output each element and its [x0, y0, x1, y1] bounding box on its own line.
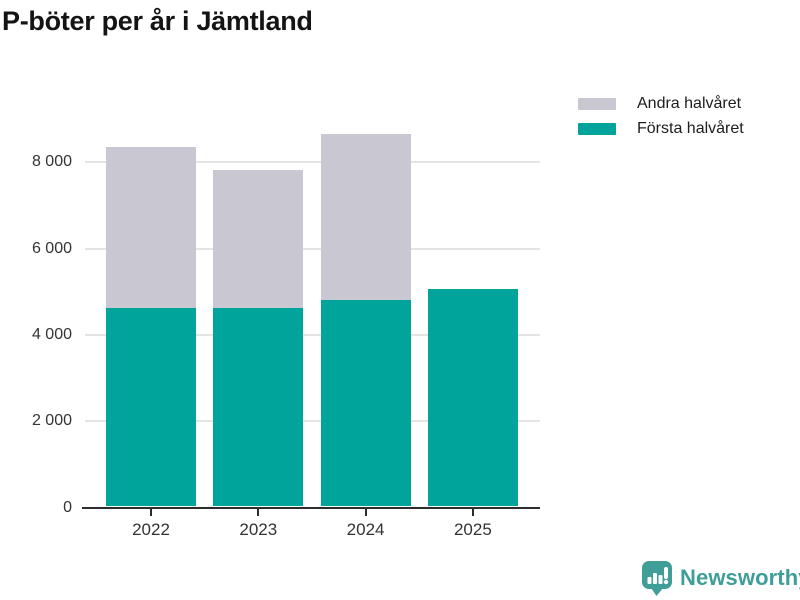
- gridline-2000: [85, 420, 540, 423]
- y-axis-tick-label: 4 000: [31, 325, 72, 343]
- x-axis-label-2022: 2022: [132, 520, 170, 539]
- y-axis-tick-label: 0: [63, 498, 72, 516]
- gridline-4000: [85, 333, 540, 336]
- bar-segment-andra-halvåret-2024: [320, 133, 411, 300]
- newsworthy-bubble-chart-icon: [642, 561, 672, 596]
- legend-swatch-andra-halvaret: [578, 97, 616, 110]
- x-axis-label-2025: 2025: [453, 520, 492, 539]
- x-axis-label-2023: 2023: [239, 520, 278, 539]
- bar-segment-första-halvåret-2024: [320, 299, 411, 507]
- legend-item-andra-halvaret: Andra halvåret: [578, 91, 744, 116]
- x-axis-tick-2022: [150, 508, 152, 516]
- x-axis-tick-2024: [364, 508, 367, 516]
- y-axis-tick-label: 6 000: [31, 239, 72, 257]
- x-axis-line: [82, 506, 540, 509]
- legend-item-forsta-halvaret: Första halvåret: [578, 116, 744, 141]
- gridline-8000: [85, 161, 540, 164]
- legend: Andra halvåret Första halvåret: [578, 91, 744, 141]
- legend-swatch-forsta-halvaret: [578, 122, 616, 135]
- x-axis-tick-2025: [471, 508, 474, 516]
- bar-segment-första-halvåret-2022: [106, 308, 196, 507]
- x-axis-tick-2023: [257, 508, 260, 516]
- bar-segment-första-halvåret-2025: [427, 288, 518, 507]
- newsworthy-logo[interactable]: Newsworthy: [641, 560, 800, 596]
- bar-segment-andra-halvåret-2023: [213, 170, 304, 308]
- legend-label-andra-halvaret: Andra halvåret: [637, 94, 742, 112]
- y-axis-tick-label: 8 000: [31, 153, 72, 171]
- x-axis-label-2024: 2024: [346, 520, 385, 539]
- bar-segment-första-halvåret-2023: [213, 307, 304, 507]
- y-axis-tick-label: 2 000: [31, 412, 72, 430]
- gridline-6000: [85, 247, 540, 250]
- bar-segment-andra-halvåret-2022: [106, 147, 196, 308]
- legend-label-forsta-halvaret: Första halvåret: [637, 119, 744, 137]
- chart-title: P-böter per år i Jämtland: [2, 6, 313, 36]
- newsworthy-wordmark: Newsworthy: [680, 565, 800, 590]
